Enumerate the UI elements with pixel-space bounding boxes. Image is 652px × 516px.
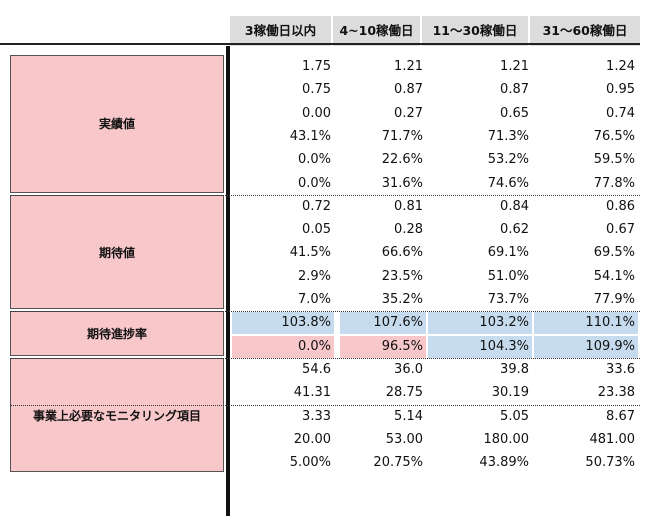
table-cell: 0.86 (606, 198, 635, 214)
table-cell: 0.0% (232, 335, 334, 358)
table-cell: 35.2% (381, 292, 423, 307)
table-cell: 0.72 (302, 198, 331, 214)
table-cell: 104.3% (428, 335, 532, 358)
column-header-3days: 3稼働日以内 (230, 16, 331, 46)
table-cell: 0.65 (500, 105, 529, 121)
group-label-progress: 期待進捗率 (10, 311, 224, 356)
row-separator (10, 311, 640, 313)
table-cell: 53.00 (385, 431, 423, 447)
table-cell: 3.33 (302, 408, 331, 424)
table-cell: 73.7% (487, 292, 529, 307)
table-cell: 7.0% (297, 292, 331, 307)
table-cell: 110.1% (534, 312, 638, 335)
group-label-actual: 実績値 (10, 55, 224, 193)
table-cell: 0.27 (394, 105, 423, 121)
row-separator (10, 357, 640, 359)
table-cell: 8.67 (606, 408, 635, 424)
table-cell: 41.5% (289, 245, 331, 261)
table-cell: 23.38 (597, 385, 635, 401)
table-cell: 0.87 (394, 82, 423, 98)
table-cell: 0.95 (606, 82, 635, 98)
table-cell: 180.00 (483, 431, 530, 447)
table-cell: 103.8% (232, 312, 334, 335)
table-cell: 22.6% (381, 152, 423, 168)
table-cell: 0.81 (394, 198, 423, 214)
table-cell: 71.3% (487, 128, 529, 144)
column-header-31-60days: 31〜60稼働日 (530, 16, 640, 46)
table-cell: 54.6 (302, 361, 331, 377)
table-cell: 0.87 (500, 82, 529, 98)
row-separator (10, 194, 640, 196)
table-cell: 1.75 (302, 59, 331, 74)
table-cell: 71.7% (381, 128, 423, 144)
table-cell: 5.14 (394, 408, 423, 424)
table-cell: 28.75 (385, 385, 423, 401)
table-cell: 0.67 (606, 222, 635, 238)
table-cell: 0.0% (297, 152, 331, 168)
table-cell: 23.5% (381, 268, 423, 284)
table-cell: 20.00 (293, 431, 331, 447)
table-cell: 1.21 (394, 59, 423, 74)
table-cell: 43.89% (479, 455, 529, 471)
table-cell: 69.5% (593, 245, 635, 261)
table-cell: 69.1% (487, 245, 529, 261)
table-cell: 59.5% (593, 152, 635, 168)
table-cell: 5.05 (500, 408, 529, 424)
table-cell: 30.19 (491, 385, 529, 401)
table-cell: 77.8% (593, 175, 635, 191)
table-cell: 53.2% (487, 152, 529, 168)
table-cell: 66.6% (381, 245, 423, 261)
table-cell: 33.6 (606, 361, 635, 377)
group-label-monitoring: 事業上必要なモニタリング項目 (10, 357, 224, 473)
column-header-11-30days: 11〜30稼働日 (422, 16, 528, 46)
table-cell: 76.5% (593, 128, 635, 144)
table-cell: 107.6% (340, 312, 426, 335)
table-cell: 1.21 (500, 59, 529, 74)
table-cell: 5.00% (289, 455, 331, 471)
table-cell: 77.9% (593, 292, 635, 307)
table-cell: 39.8 (500, 361, 529, 377)
table-cell: 109.9% (534, 335, 638, 358)
table-cell: 0.75 (302, 82, 331, 98)
table-cell: 2.9% (297, 268, 331, 284)
table-cell: 31.6% (381, 175, 423, 191)
table-cell: 41.31 (293, 385, 331, 401)
table-cell: 54.1% (593, 268, 635, 284)
table-cell: 36.0 (394, 361, 423, 377)
table-cell: 51.0% (487, 268, 529, 284)
table-cell: 0.00 (302, 105, 331, 121)
table-cell: 50.73% (585, 455, 635, 471)
column-header-4-10days: 4~10稼働日 (333, 16, 420, 46)
table-cell: 0.0% (297, 175, 331, 191)
table-cell: 96.5% (340, 335, 426, 358)
table-cell: 0.05 (302, 222, 331, 238)
table-cell: 74.6% (487, 175, 529, 191)
header-divider (0, 43, 640, 45)
table-cell: 0.84 (500, 198, 529, 214)
table-cell: 1.24 (606, 59, 635, 74)
table-cell: 481.00 (589, 431, 636, 447)
table-cell: 20.75% (373, 455, 423, 471)
table-cell: 103.2% (428, 312, 532, 335)
table-cell: 43.1% (289, 128, 331, 144)
row-separator (10, 404, 640, 406)
column-divider (226, 46, 230, 516)
table-cell: 0.74 (606, 105, 635, 121)
table-cell: 0.28 (394, 222, 423, 238)
table-cell: 0.62 (500, 222, 529, 238)
group-label-expected: 期待値 (10, 194, 224, 310)
